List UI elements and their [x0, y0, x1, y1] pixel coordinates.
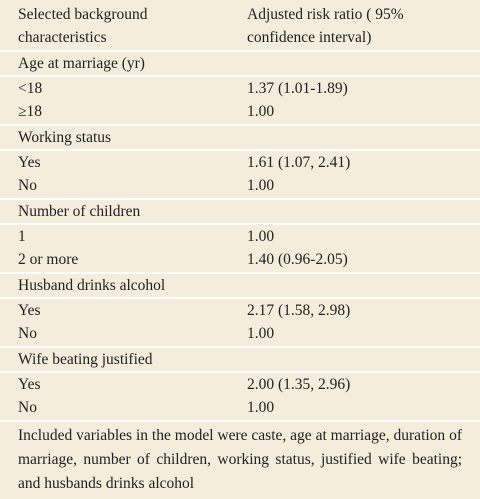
section-header: Number of children [0, 200, 480, 225]
section-title: Age at marriage (yr) [18, 55, 145, 72]
label-cell: Yes [18, 302, 41, 319]
section-header: Husband drinks alcohol [0, 274, 480, 299]
ratio-cell: 1.00 [247, 325, 275, 342]
section-title: Wife beating justified [18, 351, 153, 368]
footnote: Included variables in the model were cas… [18, 427, 462, 492]
label-cell: No [18, 177, 37, 194]
section-title: Number of children [18, 203, 141, 220]
label-cell: Yes [18, 154, 41, 171]
ratio-cell: 1.00 [247, 103, 275, 120]
label-cell: Yes [18, 376, 41, 393]
section-body: Yes 2.17 (1.58, 2.98) No 1.00 [0, 299, 480, 348]
section-header: Wife beating justified [0, 348, 480, 373]
label-cell: No [18, 325, 37, 342]
ratio-cell: 2.17 (1.58, 2.98) [247, 302, 351, 319]
ratio-cell: 1.61 (1.07, 2.41) [247, 154, 351, 171]
ratio-cell: 1.00 [247, 177, 275, 194]
section-body: Yes 2.00 (1.35, 2.96) No 1.00 [0, 373, 480, 422]
ratio-cell: 1.00 [247, 228, 275, 245]
section-header: Working status [0, 126, 480, 151]
section-body: Yes 1.61 (1.07, 2.41) No 1.00 [0, 151, 480, 200]
header-cell: Selected background characteristics [18, 6, 148, 46]
section-body: <18 1.37 (1.01-1.89) ≥18 1.00 [0, 77, 480, 126]
header-cell: Adjusted risk ratio ( 95% confidence int… [247, 6, 404, 46]
label-cell: 1 [18, 228, 26, 245]
ratio-cell: 1.40 (0.96-2.05) [247, 251, 348, 268]
label-cell: No [18, 399, 37, 416]
ratio-cell: 1.37 (1.01-1.89) [247, 80, 348, 97]
section-header: Age at marriage (yr) [0, 52, 480, 77]
label-cell: 2 or more [18, 251, 79, 268]
section-title: Working status [18, 129, 112, 146]
ratio-cell: 2.00 (1.35, 2.96) [247, 376, 351, 393]
ratio-cell: 1.00 [247, 399, 275, 416]
label-cell: ≥18 [18, 103, 43, 120]
section-title: Husband drinks alcohol [18, 277, 166, 294]
section-body: 1 1.00 2 or more 1.40 (0.96-2.05) [0, 225, 480, 274]
header-row: Selected background characteristics Adju… [0, 0, 480, 52]
label-cell: <18 [18, 80, 43, 97]
